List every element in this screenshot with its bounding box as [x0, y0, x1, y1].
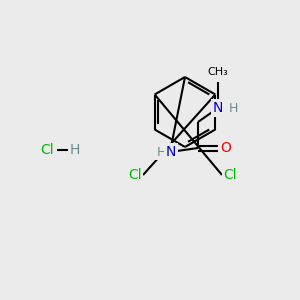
Text: Cl: Cl	[128, 168, 142, 182]
Text: N: N	[213, 101, 223, 115]
Text: H: H	[228, 101, 238, 115]
Text: Cl: Cl	[40, 143, 54, 157]
Text: Cl: Cl	[223, 168, 237, 182]
Text: N: N	[166, 145, 176, 159]
Text: H: H	[70, 143, 80, 157]
Text: O: O	[220, 141, 231, 155]
Text: H: H	[156, 146, 166, 158]
Text: CH₃: CH₃	[208, 67, 228, 77]
